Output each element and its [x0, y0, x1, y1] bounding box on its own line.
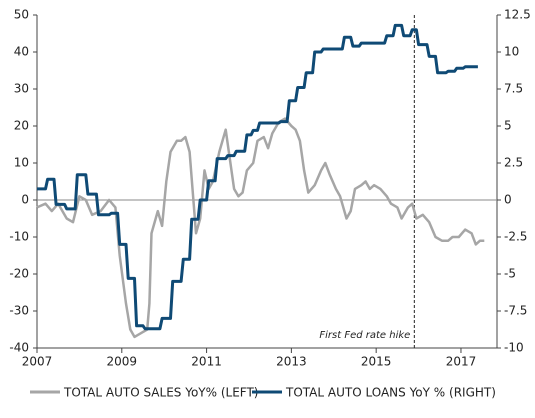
- legend-label: TOTAL AUTO LOANS YoY % (RIGHT): [285, 386, 496, 400]
- y-tick-label: -40: [9, 341, 29, 355]
- x-tick-label: 2009: [107, 355, 138, 369]
- y-tick-label: 30: [14, 82, 29, 96]
- y2-tick-label: -2.5: [504, 230, 527, 244]
- y2-tick-label: 10: [504, 45, 519, 59]
- y-tick-label: -10: [9, 230, 29, 244]
- series-line: [36, 117, 485, 339]
- x-tick-label: 2007: [22, 355, 53, 369]
- y2-tick-label: 5: [504, 119, 512, 133]
- annotation-text: First Fed rate hike: [319, 330, 410, 341]
- y-tick-label: -20: [9, 267, 29, 281]
- y-tick-label: 20: [14, 119, 29, 133]
- y2-tick-label: 0: [504, 193, 512, 207]
- y2-tick-label: 12.5: [504, 8, 531, 22]
- y2-tick-label: 2.5: [504, 156, 523, 170]
- y-tick-label: 10: [14, 156, 29, 170]
- y-tick-label: 0: [21, 193, 29, 207]
- y-tick-label: -30: [9, 304, 29, 318]
- y2-tick-label: -5: [504, 267, 516, 281]
- x-tick-label: 2017: [446, 355, 477, 369]
- y-tick-label: 40: [14, 45, 29, 59]
- series-line: [37, 23, 478, 331]
- x-tick-label: 2015: [361, 355, 392, 369]
- legend-label: TOTAL AUTO SALES YoY% (LEFT): [63, 386, 259, 400]
- y2-tick-label: -7.5: [504, 304, 527, 318]
- y2-tick-label: -10: [504, 341, 524, 355]
- y2-tick-label: 7.5: [504, 82, 523, 96]
- y-tick-label: 50: [14, 8, 29, 22]
- x-tick-label: 2011: [191, 355, 222, 369]
- x-tick-label: 2013: [276, 355, 307, 369]
